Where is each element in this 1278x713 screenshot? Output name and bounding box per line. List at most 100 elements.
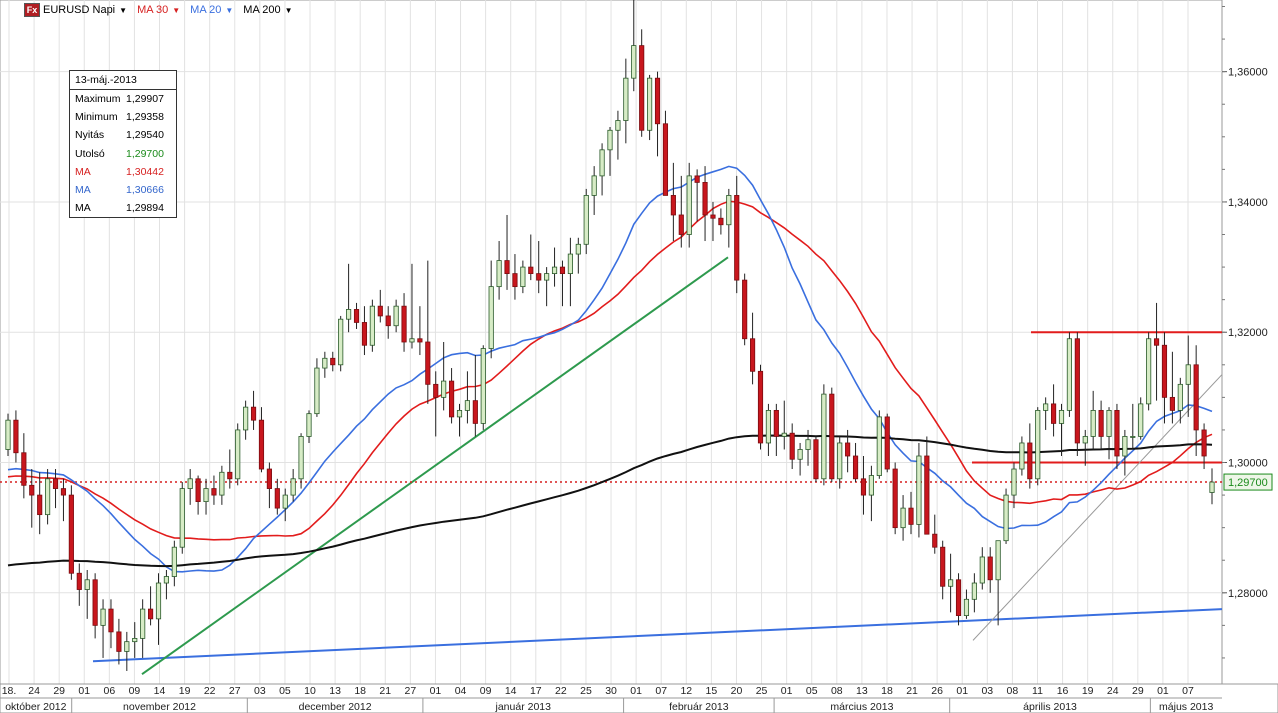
candle-body <box>1153 338 1160 346</box>
ma30-selector[interactable]: MA 30 ▼ <box>137 4 180 16</box>
ma200-selector[interactable]: MA 200 ▼ <box>243 4 292 16</box>
candle-body <box>623 77 629 121</box>
candle-body <box>1098 409 1104 437</box>
x-tick-label: 13 <box>856 685 868 697</box>
symbol-selector[interactable]: EURUSD Napi ▼ <box>43 4 127 16</box>
candle-body <box>583 195 589 245</box>
x-tick-label: 04 <box>455 685 467 697</box>
candle-body <box>45 478 51 516</box>
y-tick-label: 1,34000 <box>1228 197 1268 209</box>
candle-body <box>567 253 573 275</box>
candle-body <box>773 409 779 437</box>
candle-body <box>441 380 447 398</box>
candle-body <box>948 579 954 587</box>
chart-toolbar: Fx EURUSD Napi ▼ MA 30 ▼ MA 20 ▼ MA 200 ▼ <box>24 2 303 18</box>
candle-body <box>132 638 138 643</box>
chevron-down-icon: ▼ <box>284 5 293 15</box>
candle-body <box>900 507 906 529</box>
chevron-down-icon: ▼ <box>225 5 234 15</box>
candle-body <box>211 488 217 496</box>
candle-body <box>924 455 930 535</box>
candle-body <box>607 129 613 151</box>
candle-body <box>1122 436 1128 457</box>
candle-body <box>868 475 874 496</box>
chevron-down-icon: ▼ <box>172 5 181 15</box>
moving-averages <box>7 165 1213 573</box>
candle-body <box>647 77 653 131</box>
info-value: 1,29700 <box>126 147 164 160</box>
y-tick-label: 1,30000 <box>1228 458 1268 470</box>
candle-body <box>187 478 193 489</box>
candle-body <box>274 488 280 509</box>
candle-body <box>21 452 27 486</box>
candle-body <box>1130 436 1136 438</box>
candle-body <box>884 416 890 470</box>
info-value: 1,29907 <box>126 93 164 105</box>
ma20-selector[interactable]: MA 20 ▼ <box>190 4 233 16</box>
y-tick-label: 1,32000 <box>1228 327 1268 339</box>
x-tick-label: 26 <box>931 685 943 697</box>
candle-body <box>1066 338 1072 411</box>
info-label: Utolsó <box>75 147 105 160</box>
candle-body <box>496 260 502 288</box>
candle-body <box>876 416 882 476</box>
candle-body <box>282 494 288 509</box>
x-tick-label: 15 <box>706 685 718 697</box>
candle-body <box>631 45 637 79</box>
candle-body <box>401 305 407 343</box>
x-tick-label: 21 <box>906 685 918 697</box>
candle-body <box>1146 338 1152 405</box>
info-row: Maximum 1,29907 <box>70 90 176 108</box>
candle-body <box>227 471 233 480</box>
candle-body <box>559 266 566 275</box>
candle-body <box>528 266 534 275</box>
x-tick-label: 06 <box>103 685 115 697</box>
candle-body <box>472 400 478 424</box>
candle-body <box>449 380 455 418</box>
fx-logo-icon: Fx <box>24 3 40 17</box>
info-value: 1,29540 <box>126 129 164 142</box>
x-tick-label: 27 <box>405 685 417 697</box>
date-axis: 18. 24 29 01 06 09 14 19 22 27 03 05 10 13 18 21 27 01 04 0… <box>0 683 1278 713</box>
candle-body <box>1201 429 1207 457</box>
x-tick-label: 07 <box>1182 685 1194 697</box>
x-tick-label: 03 <box>981 685 993 697</box>
candle-body <box>971 582 977 600</box>
candle-body <box>1114 409 1120 457</box>
candle-body <box>916 455 922 525</box>
ma200-line <box>7 434 1213 568</box>
candle-body <box>377 305 383 317</box>
ma30-label: MA 30 <box>137 4 169 16</box>
ma20-label: MA 20 <box>190 4 222 16</box>
x-tick-label: 10 <box>304 685 316 697</box>
x-tick-label: 27 <box>229 685 241 697</box>
trendlines <box>0 256 1223 676</box>
candle-body <box>1058 409 1065 424</box>
candle-body <box>639 45 645 131</box>
info-label: Minimum <box>75 111 118 124</box>
x-tick-label: 30 <box>605 685 617 697</box>
candle-body <box>536 273 542 281</box>
candle-body <box>488 286 494 349</box>
candle-body <box>148 608 154 620</box>
x-tick-label: 08 <box>1007 685 1019 697</box>
info-value: 1,30442 <box>126 165 164 178</box>
candle-body <box>1185 364 1191 385</box>
candle-body <box>742 279 748 340</box>
x-tick-label: 01 <box>630 685 642 697</box>
candle-body <box>258 419 265 470</box>
x-tick-label: 13 <box>329 685 341 697</box>
x-tick-label: 11 <box>1032 685 1043 697</box>
info-row: Nyitás 1,29540 <box>70 126 176 144</box>
x-tick-label: 03 <box>254 685 266 697</box>
candle-body <box>124 641 130 652</box>
candle-body <box>116 631 122 652</box>
candle-body <box>932 533 938 548</box>
candle-body <box>235 429 241 480</box>
x-tick-label: 01 <box>956 685 968 697</box>
candle-body <box>417 338 423 343</box>
chart-grid <box>0 0 1223 685</box>
candle-body <box>987 556 993 581</box>
candle-body <box>781 432 787 437</box>
